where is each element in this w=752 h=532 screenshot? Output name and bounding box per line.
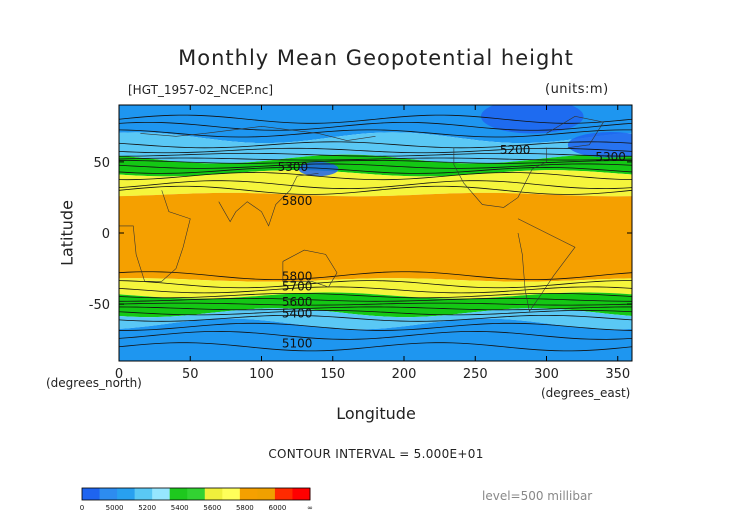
colorbar-swatch <box>204 488 223 500</box>
colorbar-swatch <box>82 488 101 500</box>
contour-label: 5700 <box>282 280 313 294</box>
contour-label: 5200 <box>500 143 531 157</box>
contour-line <box>119 172 632 181</box>
colorbar-swatch <box>99 488 118 500</box>
x-tick-label: 50 <box>182 367 199 382</box>
y-tick-label: 0 <box>102 227 110 242</box>
x-unit-label: (degrees_east) <box>541 386 631 400</box>
coastline-3 <box>282 249 338 288</box>
northern-low-east <box>567 132 632 158</box>
contour-line <box>119 185 632 195</box>
colorbar-swatch <box>239 488 258 500</box>
x-tick-label: 150 <box>320 367 345 382</box>
contour-line <box>119 302 632 306</box>
coastline-0 <box>140 126 376 141</box>
band-5800-3 <box>119 170 632 197</box>
colorbar-swatch <box>292 488 311 500</box>
contour-line <box>119 306 632 311</box>
colorbar-label: 5800 <box>236 504 254 512</box>
colorbar-label: 5600 <box>203 504 221 512</box>
contour-line <box>119 280 632 289</box>
chart-title: Monthly Mean Geopotential height <box>178 46 574 70</box>
contour-line <box>119 180 632 189</box>
contour-line <box>119 331 632 340</box>
colorbar-frame <box>81 487 311 501</box>
contour-line <box>119 292 632 299</box>
x-tick-label: 200 <box>392 367 417 382</box>
contour-line <box>119 160 632 164</box>
contour-label: 5100 <box>282 336 313 350</box>
colorbar-swatch <box>257 488 276 500</box>
contour-line <box>119 163 632 169</box>
x-tick-label: 300 <box>534 367 559 382</box>
colorbar-swatch <box>187 488 206 500</box>
colorbar-swatch <box>274 488 293 500</box>
colorbar-label: 6000 <box>269 504 287 512</box>
colorbar-label: 5400 <box>171 504 189 512</box>
coastline-4 <box>453 147 547 208</box>
units-label: (units:m) <box>545 82 609 97</box>
contour-label: 5400 <box>282 307 313 321</box>
x-tick-label: 0 <box>115 367 123 382</box>
colorbar-swatch <box>152 488 171 500</box>
band-6000-4 <box>119 192 632 282</box>
colorbar-swatch <box>169 488 188 500</box>
contour-line <box>119 286 632 294</box>
coastline-5 <box>517 218 576 312</box>
contour-interval: CONTOUR INTERVAL = 5.000E+01 <box>268 447 484 461</box>
contour-line <box>119 114 632 124</box>
x-tick-label: 250 <box>463 367 488 382</box>
contour-line <box>119 121 632 131</box>
contour-line <box>119 141 632 149</box>
colorbar-swatch <box>222 488 241 500</box>
contour-line <box>119 167 632 174</box>
contour-label: 5800 <box>282 270 313 284</box>
colorbar-swatch <box>134 488 153 500</box>
coastline-2 <box>218 172 319 227</box>
colorbar-swatch <box>117 488 136 500</box>
contour-label: 5300 <box>595 150 626 164</box>
colorbar-label: 0 <box>80 504 84 512</box>
contour-line <box>119 314 632 322</box>
contour-line <box>119 310 632 316</box>
contour-line <box>119 297 632 302</box>
colorbar-label: ∞ <box>307 504 313 512</box>
colorbar-label: 5200 <box>138 504 156 512</box>
x-tick-label: 100 <box>249 367 274 382</box>
contour-line <box>119 129 632 138</box>
northern-low-center <box>298 161 339 177</box>
contour-label: 5300 <box>278 160 309 174</box>
contour-line <box>119 342 632 352</box>
level-label: level=500 millibar <box>482 489 593 503</box>
colorbar-label: 5000 <box>106 504 124 512</box>
contour-line <box>119 271 632 281</box>
coastline-1 <box>119 190 191 282</box>
contour-line <box>119 322 632 331</box>
coastline-6 <box>546 116 604 148</box>
x-tick-label: 350 <box>605 367 630 382</box>
y-unit-label: (degrees_north) <box>46 376 142 390</box>
contour-label: 5800 <box>282 194 313 208</box>
contour-label: 5600 <box>282 295 313 309</box>
file-label: [HGT_1957-02_NCEP.nc] <box>128 83 274 97</box>
band-5400-1 <box>119 132 632 164</box>
band-5200-8 <box>119 318 632 361</box>
x-axis-label: Longitude <box>336 404 416 423</box>
northern-low-north <box>480 105 584 134</box>
y-tick-label: 50 <box>93 156 110 171</box>
y-tick-label: -50 <box>89 298 110 313</box>
